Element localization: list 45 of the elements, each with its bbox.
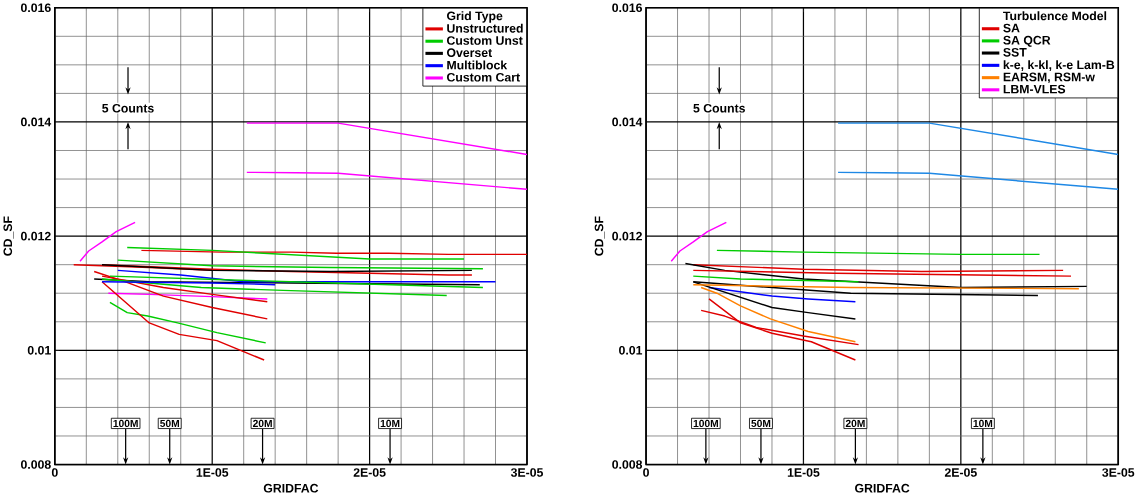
y-axis-title: CD_SF xyxy=(3,216,14,256)
legend-label: k-e, k-kl, k-e Lam-B xyxy=(1003,60,1115,71)
y-tick-label: 0.012 xyxy=(20,231,51,241)
x-axis-title: GRIDFAC xyxy=(263,483,319,493)
x-tick-label: 0 xyxy=(51,468,58,477)
annotation: 10M xyxy=(380,419,400,428)
annotation: 5 Counts xyxy=(693,103,745,113)
y-tick-label: 0.01 xyxy=(27,346,51,355)
y-tick-label: 0.014 xyxy=(612,117,643,127)
annotation: 100M xyxy=(693,419,718,428)
x-axis-title: GRIDFAC xyxy=(855,483,910,493)
legend-label: Custom Cart xyxy=(446,72,520,82)
annotation: 50M xyxy=(751,419,771,428)
annotation: 20M xyxy=(845,419,865,428)
y-tick-label: 0.016 xyxy=(612,3,642,13)
legend-title: Grid Type xyxy=(446,11,503,23)
y-tick-label: 0.012 xyxy=(612,231,642,241)
legend-label: Multiblock xyxy=(447,60,508,70)
y-tick-label: 0.016 xyxy=(20,3,51,13)
x-tick-label: 0 xyxy=(643,468,649,477)
annotation: 5 Counts xyxy=(102,103,154,113)
x-tick-label: 1E-05 xyxy=(787,468,820,477)
legend-label: Custom Unst xyxy=(446,36,523,45)
annotation: 100M xyxy=(113,419,138,428)
annotation: 50M xyxy=(160,419,179,428)
x-tick-label: 2E-05 xyxy=(353,468,386,477)
y-tick-label: 0.008 xyxy=(20,460,51,469)
legend-label: LBM-VLES xyxy=(1003,84,1066,94)
legend-label: SA xyxy=(1003,23,1020,33)
x-tick-label: 3E-05 xyxy=(510,468,544,477)
x-tick-label: 3E-05 xyxy=(1102,468,1135,477)
legend-label: Unstructured xyxy=(447,23,523,33)
annotation: 10M xyxy=(973,419,993,428)
legend-label: SST xyxy=(1003,48,1027,57)
y-axis-title: CD_SF xyxy=(594,216,605,256)
legend-label: Overset xyxy=(446,48,493,58)
legend-label: EARSM, RSM-w xyxy=(1003,72,1095,84)
y-tick-label: 0.01 xyxy=(619,346,643,355)
annotation: 20M xyxy=(252,419,272,428)
y-tick-label: 0.014 xyxy=(20,117,52,127)
x-tick-label: 2E-05 xyxy=(944,468,977,477)
legend-label: SA QCR xyxy=(1003,35,1051,47)
x-tick-label: 1E-05 xyxy=(196,468,229,477)
y-tick-label: 0.008 xyxy=(612,460,643,469)
legend-title: Turbulence Model xyxy=(1003,11,1107,21)
